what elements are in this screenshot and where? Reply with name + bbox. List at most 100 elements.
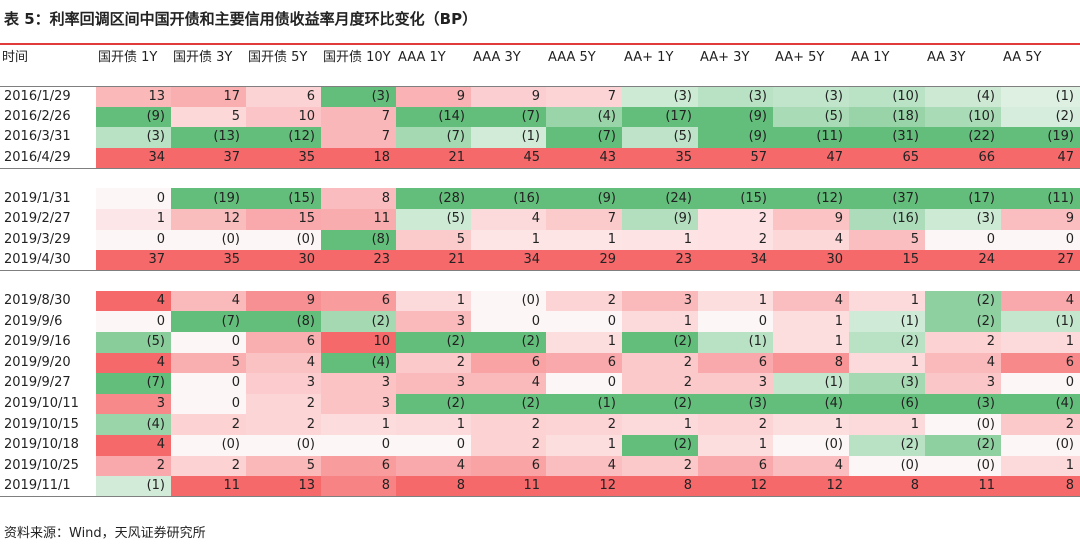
value-cell: (15) (246, 188, 321, 209)
value-cell: (0) (171, 229, 246, 251)
value-cell: 30 (246, 250, 321, 272)
value-cell: 2 (546, 290, 622, 312)
value-cell: 1 (546, 434, 622, 456)
value-cell: 2 (698, 414, 773, 435)
column-header: AAA 5Y (546, 46, 622, 87)
value-cell: 5 (849, 229, 925, 251)
value-cell: 35 (246, 147, 321, 169)
value-cell: 23 (622, 250, 698, 272)
value-cell: 1 (849, 352, 925, 374)
value-cell: 6 (471, 352, 546, 374)
value-cell: (2) (622, 393, 698, 415)
column-header: AAA 1Y (396, 46, 471, 87)
value-cell: 6 (246, 331, 321, 353)
value-cell: 1 (546, 331, 622, 353)
value-cell: 4 (471, 208, 546, 230)
value-cell: (22) (925, 127, 1001, 148)
table-row: 2019/10/15 (4) 2 2 1 1 2 2 1 2 1 1 (0) 2 (0, 414, 1080, 435)
row-date: 2019/10/15 (4, 416, 79, 432)
value-cell: (5) (622, 127, 698, 148)
value-cell: (0) (925, 414, 1001, 435)
value-cell: 9 (471, 86, 546, 107)
value-cell: (28) (396, 188, 471, 209)
value-cell: (8) (321, 229, 396, 251)
value-cell: (11) (1001, 188, 1080, 209)
value-cell: 13 (246, 476, 321, 498)
table-row: 2019/11/1 (1) 11 13 8 8 11 12 8 12 12 8 11 8 (0, 476, 1080, 498)
table-row: 2019/10/25 2 2 5 6 4 6 4 2 6 4 (0) (0) 1 (0, 455, 1080, 477)
value-cell: (2) (925, 434, 1001, 456)
value-cell: 1 (849, 414, 925, 435)
value-cell: 21 (396, 147, 471, 169)
value-cell: (13) (171, 127, 246, 148)
value-cell: 9 (1001, 208, 1080, 230)
value-cell: 66 (925, 147, 1001, 169)
value-cell: 0 (471, 311, 546, 332)
value-cell: 10 (321, 331, 396, 353)
header-row: 时间 国开债 1Y 国开债 3Y 国开债 5Y 国开债 10Y AAA 1Y AAA 3Y A… (0, 46, 1080, 87)
value-cell: (0) (849, 455, 925, 477)
value-cell: (1) (96, 476, 171, 498)
value-cell: (2) (849, 434, 925, 456)
group-spacer (0, 168, 1080, 188)
value-cell: 1 (396, 414, 471, 435)
row-date: 2019/9/6 (4, 313, 63, 329)
table-row: 2019/2/27 1 12 15 11 (5) 4 7 (9) 2 9 (16) (3) 9 (0, 208, 1080, 230)
value-cell: 4 (96, 352, 171, 374)
value-cell: 47 (773, 147, 849, 169)
value-cell: 12 (171, 208, 246, 230)
value-cell: 7 (321, 106, 396, 128)
value-cell: (24) (622, 188, 698, 209)
value-cell: (2) (396, 393, 471, 415)
value-cell: (7) (396, 127, 471, 148)
value-cell: 15 (849, 250, 925, 272)
value-cell: 47 (1001, 147, 1080, 169)
table-row: 2019/1/31 0 (19) (15) 8 (28) (16) (9) (24) (15) (1… (0, 188, 1080, 209)
source-note: 资料来源：Wind，天风证券研究所 (4, 526, 206, 541)
value-cell: (2) (925, 290, 1001, 312)
value-cell: 1 (622, 414, 698, 435)
value-cell: 57 (698, 147, 773, 169)
table-row: 2019/10/18 4 (0) (0) 0 0 2 1 (2) 1 (0) (2) (2) (0) (0, 434, 1080, 456)
value-cell: (9) (96, 106, 171, 128)
table-row: 2019/3/29 0 (0) (0) (8) 5 1 1 1 2 4 5 0 0 (0, 229, 1080, 251)
row-date: 2019/4/30 (0, 250, 96, 272)
value-cell: 11 (471, 476, 546, 498)
value-cell: (1) (698, 331, 773, 353)
value-cell: 2 (171, 414, 246, 435)
table-body: 2016/1/29 13 17 6 (3) 9 9 7 (3) (3) (3) (10) (4) (1) 2… (0, 86, 1080, 498)
value-cell: 5 (171, 106, 246, 128)
value-cell: 4 (96, 434, 171, 456)
value-cell: (3) (773, 86, 849, 107)
value-cell: 6 (321, 455, 396, 477)
value-cell: 4 (246, 352, 321, 374)
value-cell: 9 (246, 290, 321, 312)
value-cell: 4 (471, 373, 546, 394)
value-cell: 27 (1001, 250, 1080, 272)
value-cell: (10) (925, 106, 1001, 128)
value-cell: 2 (698, 208, 773, 230)
value-cell: (3) (321, 86, 396, 107)
value-cell: 0 (321, 434, 396, 456)
value-cell: 65 (849, 147, 925, 169)
value-cell: (0) (773, 434, 849, 456)
value-cell: (4) (1001, 393, 1080, 415)
value-cell: 8 (849, 476, 925, 498)
row-date: 2019/10/25 (4, 457, 79, 473)
table-row: 2019/8/30 4 4 9 6 1 (0) 2 3 1 4 1 (2) 4 (0, 290, 1080, 312)
value-cell: (7) (96, 373, 171, 394)
row-date: 2019/10/18 (4, 437, 79, 453)
value-cell: 9 (396, 86, 471, 107)
value-cell: (7) (471, 106, 546, 128)
value-cell: (5) (96, 331, 171, 353)
header-rule (0, 43, 1080, 45)
value-cell: (0) (171, 434, 246, 456)
value-cell: (19) (171, 188, 246, 209)
table-row: 2019/9/20 4 5 4 (4) 2 6 6 2 6 8 1 4 6 (0, 352, 1080, 374)
column-header: AA+ 1Y (622, 46, 698, 87)
row-date: 2019/8/30 (4, 293, 71, 309)
value-cell: 5 (396, 229, 471, 251)
value-cell: 2 (246, 414, 321, 435)
value-cell: (2) (471, 331, 546, 353)
value-cell: 1 (698, 434, 773, 456)
